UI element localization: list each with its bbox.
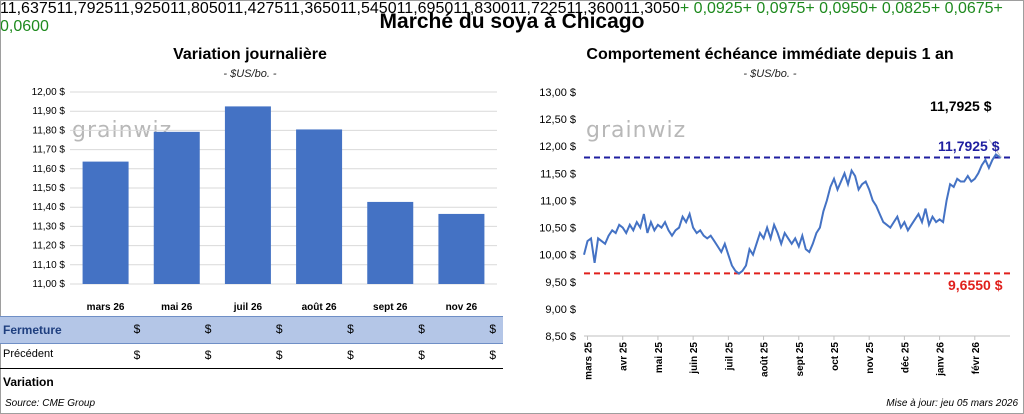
- bar-y-tick: 11,70 $: [32, 145, 65, 156]
- precedent-cell: 11,6950: [396, 0, 454, 17]
- bar: [153, 131, 200, 284]
- currency-symbol: $: [418, 348, 425, 362]
- precedent-cell: 11,3050: [623, 0, 680, 17]
- currency-symbol: $: [275, 348, 283, 362]
- bar-y-tick: 11,80 $: [32, 125, 65, 136]
- bar-y-tick: 11,10 $: [32, 260, 65, 271]
- bar-y-tick: 11,40 $: [32, 202, 65, 213]
- left-chart-unit: - $US/bo. -: [223, 68, 277, 80]
- fermeture-cell: 11,6375: [0, 0, 57, 17]
- bar-x-tick: sept 26: [373, 302, 408, 313]
- precedent-cell: 11,8300: [453, 0, 510, 17]
- right-chart-title: Comportement échéance immédiate depuis 1…: [586, 46, 954, 63]
- bar-y-tick: 11,30 $: [32, 221, 65, 232]
- bar-y-tick: 12,00 $: [32, 87, 66, 98]
- line-y-tick: 9,00 $: [545, 304, 576, 316]
- line-x-tick: févr 26: [971, 342, 982, 375]
- currency-symbol: $: [489, 322, 497, 336]
- line-x-tick: juin 25: [689, 342, 700, 375]
- currency-symbol: $: [133, 322, 141, 336]
- currency-symbol: $: [489, 348, 497, 362]
- line-x-tick: mars 25: [584, 342, 595, 380]
- bar: [224, 106, 271, 285]
- line-x-tick: janv 26: [936, 342, 947, 377]
- fermeture-cell: 11,8050: [169, 0, 227, 17]
- variation-cell: + 0,0975: [742, 0, 806, 17]
- main-title: Marché du soya à Chicago: [379, 10, 645, 33]
- high-price-label: 11,7925 $: [938, 138, 1000, 154]
- price-series-line: [583, 152, 1002, 275]
- bar: [296, 129, 343, 284]
- row-precedent: Précédent: [0, 342, 503, 368]
- source-note: Source: CME Group: [5, 398, 96, 409]
- line-x-tick: avr 25: [619, 342, 630, 371]
- precedent-label: Précédent: [3, 348, 54, 360]
- bar-x-tick: août 26: [302, 302, 337, 313]
- bar-y-tick: 11,90 $: [32, 106, 65, 117]
- variation-cell: + 0,0825: [868, 0, 931, 17]
- fermeture-cell: 11,4275: [226, 0, 284, 17]
- variation-cell: + 0,0950: [805, 0, 869, 17]
- line-y-tick: 10,50 $: [539, 223, 576, 235]
- update-note: Mise à jour: jeu 05 mars 2026: [886, 398, 1018, 409]
- line-x-tick: mai 25: [654, 342, 665, 374]
- left-chart-title: Variation journalière: [173, 46, 327, 63]
- line-y-tick: 12,00 $: [539, 141, 576, 153]
- currency-symbol: $: [204, 322, 212, 336]
- bar-x-tick: mars 26: [87, 302, 125, 313]
- currency-symbol: $: [347, 322, 354, 336]
- line-x-tick: juil 25: [724, 342, 735, 372]
- variation-cell: + 0,0600: [0, 0, 1003, 35]
- bar-y-tick: 11,20 $: [32, 241, 65, 252]
- bar: [82, 161, 129, 284]
- line-x-tick: déc 25: [900, 342, 911, 374]
- bar: [438, 213, 485, 284]
- bar-y-tick: 11,00 $: [32, 279, 65, 290]
- line-x-tick: nov 25: [865, 342, 876, 374]
- line-x-tick: août 25: [760, 342, 771, 377]
- variation-label: Variation: [3, 375, 54, 389]
- row-fermeture: Fermeture: [0, 316, 503, 344]
- bar-y-tick: 11,50 $: [32, 183, 65, 194]
- bar-x-tick: nov 26: [446, 302, 478, 313]
- last-price-label: 11,7925 $: [930, 98, 992, 114]
- variation-cell: + 0,0925: [679, 0, 743, 17]
- precedent-cell: 11,7225: [509, 0, 567, 17]
- low-price-label: 9,6550 $: [948, 277, 1003, 293]
- fermeture-cell: 11,7925: [56, 0, 114, 17]
- line-y-tick: 9,50 $: [545, 277, 576, 289]
- line-x-tick: sept 25: [795, 342, 806, 377]
- currency-symbol: $: [204, 348, 212, 362]
- bar-x-tick: mai 26: [161, 302, 193, 313]
- bar-chart: 11,00 $ 11,10 $ 11,20 $ 11,30 $ 11,40 $ 11,50…: [32, 87, 497, 313]
- currency-symbol: $: [133, 348, 141, 362]
- line-x-tick: oct 25: [830, 342, 841, 371]
- currency-symbol: $: [275, 322, 283, 336]
- bar-x-tick: juil 26: [233, 302, 263, 313]
- row-variation: Variation: [0, 368, 503, 395]
- line-y-tick: 13,00 $: [539, 87, 576, 99]
- bar: [367, 201, 414, 284]
- currency-symbol: $: [418, 322, 425, 336]
- precedent-cell: 11,3600: [566, 0, 624, 17]
- right-chart-unit: - $US/bo. -: [743, 68, 797, 80]
- line-chart: 8,50 $ 9,00 $ 9,50 $ 10,00 $ 10,50 $ 11,00 $ 1…: [539, 87, 1010, 380]
- currency-symbol: $: [347, 348, 354, 362]
- fermeture-cell: 11,3650: [283, 0, 340, 17]
- line-y-tick: 11,00 $: [540, 195, 576, 207]
- line-y-tick: 8,50 $: [545, 331, 576, 343]
- grainwiz-logo-right: grainwiz: [586, 118, 687, 143]
- bar-y-tick: 11,60 $: [32, 164, 65, 175]
- fermeture-cell: 11,9250: [113, 0, 170, 17]
- line-y-tick: 12,50 $: [539, 114, 576, 126]
- line-y-tick: 11,50 $: [540, 168, 576, 180]
- line-y-tick: 10,00 $: [539, 250, 576, 262]
- variation-cell: + 0,0675: [930, 0, 994, 17]
- last-price-leader: [988, 139, 1002, 158]
- precedent-cell: 11,5450: [339, 0, 397, 17]
- fermeture-label: Fermeture: [3, 323, 62, 337]
